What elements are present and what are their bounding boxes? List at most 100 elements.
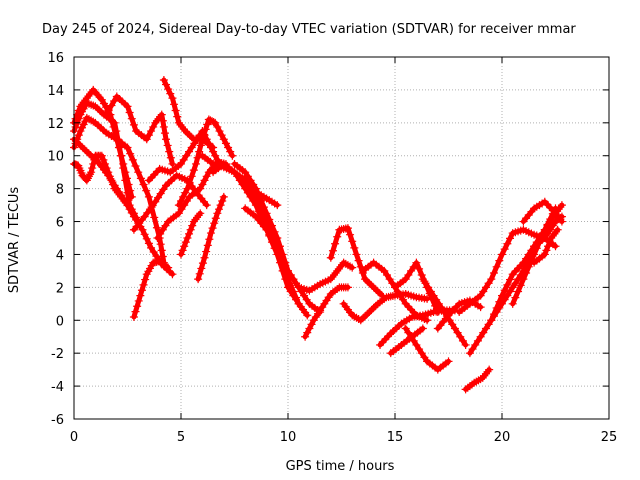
- data-point-marker: [278, 256, 287, 265]
- series-track-36: [519, 197, 566, 226]
- data-point-marker: [450, 324, 459, 333]
- data-point-marker: [121, 176, 130, 185]
- data-point-marker: [87, 168, 96, 177]
- data-point-marker: [181, 188, 190, 197]
- data-point-marker: [84, 172, 93, 181]
- data-point-marker: [292, 279, 301, 288]
- data-point-marker: [151, 118, 160, 127]
- data-point-marker: [421, 279, 430, 288]
- data-point-marker: [179, 192, 188, 201]
- data-point-marker: [86, 170, 95, 179]
- data-point-marker: [476, 303, 485, 312]
- data-point-marker: [185, 147, 194, 156]
- grid-layer: [74, 57, 609, 419]
- data-point-marker: [179, 155, 188, 164]
- data-point-marker: [138, 225, 147, 234]
- data-point-marker: [224, 143, 233, 152]
- data-point-marker: [191, 159, 200, 168]
- series-track-19: [241, 204, 303, 292]
- data-point-marker: [129, 120, 138, 129]
- data-point-marker: [81, 117, 90, 126]
- tick-layer: 0 5 10 15 20 25 -6 -4 -2 0 2 4 6 8 10 12 14 16: [47, 51, 617, 445]
- data-point-marker: [532, 244, 541, 253]
- data-point-marker: [110, 184, 119, 193]
- data-point-marker: [333, 232, 342, 241]
- data-point-marker: [516, 281, 525, 290]
- x-tick-label: 10: [280, 430, 297, 445]
- x-axis-label: GPS time / hours: [286, 459, 395, 474]
- data-point-marker: [506, 275, 515, 284]
- data-point-marker: [554, 213, 563, 222]
- data-point-marker: [440, 308, 449, 317]
- data-point-marker: [186, 225, 195, 234]
- data-point-marker: [213, 122, 222, 131]
- series-track-20: [294, 258, 357, 295]
- data-point-marker: [123, 143, 132, 152]
- data-point-marker: [453, 328, 462, 337]
- data-point-marker: [481, 324, 490, 333]
- data-point-marker: [326, 275, 335, 284]
- data-point-marker: [503, 239, 512, 248]
- data-point-marker: [468, 345, 477, 354]
- data-point-marker: [343, 283, 352, 292]
- data-point-marker: [151, 197, 160, 206]
- data-point-marker: [158, 225, 167, 234]
- data-point-marker: [144, 239, 153, 248]
- data-point-marker: [273, 201, 282, 210]
- data-point-marker: [176, 120, 185, 129]
- data-point-marker: [139, 180, 148, 189]
- data-point-marker: [522, 268, 531, 277]
- data-point-marker: [200, 130, 209, 139]
- series-track-28: [401, 324, 453, 374]
- data-point-marker: [153, 234, 162, 242]
- data-point-marker: [226, 147, 235, 156]
- data-point-marker: [270, 227, 279, 236]
- data-point-marker: [484, 320, 493, 329]
- y-tick-label: 0: [56, 314, 64, 329]
- data-point-marker: [506, 234, 515, 243]
- data-point-marker: [465, 349, 474, 358]
- data-point-marker: [101, 159, 110, 168]
- data-point-marker: [485, 365, 494, 374]
- data-point-marker: [174, 201, 183, 210]
- data-point-marker: [350, 243, 359, 252]
- data-point-marker: [117, 192, 126, 201]
- data-point-marker: [545, 238, 554, 247]
- series-track-4: [70, 151, 132, 210]
- data-point-marker: [162, 135, 171, 144]
- data-point-marker: [330, 271, 339, 280]
- x-tick-label: 0: [70, 430, 78, 445]
- data-point-marker: [328, 273, 337, 282]
- data-point-marker: [336, 262, 345, 271]
- data-point-marker: [471, 340, 480, 349]
- data-point-marker: [144, 192, 153, 201]
- data-point-marker: [182, 151, 191, 160]
- data-point-marker: [197, 264, 206, 273]
- data-point-marker: [418, 324, 427, 333]
- data-point-marker: [142, 135, 151, 144]
- series-track-37: [530, 225, 562, 267]
- data-point-marker: [343, 224, 352, 233]
- series-track-22: [326, 224, 387, 300]
- data-point-marker: [407, 332, 416, 341]
- data-point-marker: [123, 201, 132, 210]
- data-point-marker: [284, 266, 292, 275]
- data-point-marker: [150, 213, 159, 222]
- data-point-marker: [125, 108, 134, 117]
- data-point-marker: [550, 229, 559, 238]
- data-point-marker: [484, 279, 493, 288]
- data-point-marker: [142, 186, 151, 195]
- data-point-marker: [168, 270, 177, 279]
- data-point-marker: [401, 324, 410, 333]
- data-point-marker: [487, 316, 496, 325]
- data-point-marker: [511, 293, 520, 302]
- series-track-29: [418, 275, 470, 349]
- plot-frame: [73, 56, 610, 420]
- x-tick-label: 25: [601, 430, 618, 445]
- data-point-marker: [262, 209, 271, 218]
- data-point-marker: [193, 153, 202, 162]
- data-point-marker: [211, 214, 220, 223]
- data-point-marker: [479, 287, 488, 296]
- data-point-marker: [177, 196, 185, 205]
